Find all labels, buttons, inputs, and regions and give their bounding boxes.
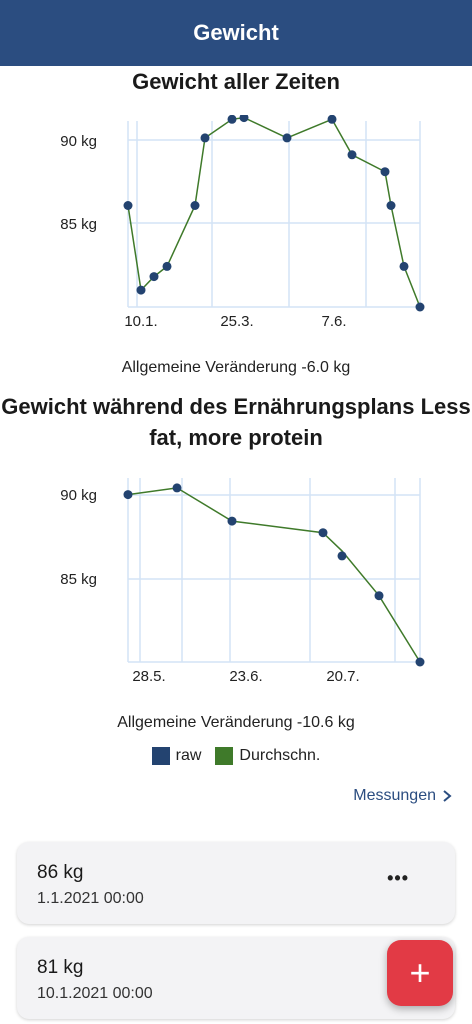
raw-point (123, 201, 133, 210)
chart2-ytick-90: 90 kg (60, 487, 97, 504)
legend-raw-swatch (151, 747, 170, 765)
chart2-title: Gewicht während des Ernährungsplans Less… (0, 391, 472, 453)
chart2-avg-line (127, 487, 421, 663)
chart1-summary: Allgemeine Veränderung -6.0 kg (121, 359, 351, 376)
chart2-summary: Allgemeine Veränderung -10.6 kg (117, 714, 355, 731)
chart1-xtick-1: 10.1. (124, 313, 157, 330)
entry-date: 10.1.2021 00:00 (37, 985, 153, 1002)
raw-point (149, 272, 159, 282)
chart1-avg-line (127, 116, 421, 308)
chevron-right-icon (443, 790, 452, 802)
chart1-xtick-2: 25.3. (220, 313, 253, 330)
legend-avg-label: Durchschn. (239, 747, 321, 764)
add-entry-button[interactable]: + (387, 940, 453, 1006)
legend-raw: raw (151, 747, 202, 765)
chart1-grid (127, 121, 421, 308)
chart2-title-line2: fat, more protein (149, 425, 323, 450)
raw-point (399, 261, 409, 271)
app-bar: Gewicht (0, 0, 472, 66)
measurements-link[interactable]: Messungen (353, 787, 452, 805)
raw-point (347, 150, 357, 160)
entry-card[interactable]: 86 kg 1.1.2021 00:00 ••• (17, 842, 455, 924)
chart1-x-axis: 10.1. 25.3. 7.6. (124, 313, 346, 330)
raw-point (123, 490, 133, 500)
chart1-xtick-3: 7.6. (321, 313, 346, 330)
chart2-title-line1: Gewicht während des Ernährungsplans Less (1, 394, 471, 419)
entry-weight: 86 kg (37, 862, 84, 883)
chart1-ytick-90: 90 kg (60, 133, 97, 150)
legend-avg-swatch (215, 747, 234, 765)
entry-weight: 81 kg (37, 957, 84, 978)
raw-point (190, 201, 200, 210)
raw-point (374, 591, 384, 601)
raw-point (282, 133, 292, 143)
chart2-raw-points (123, 483, 425, 667)
raw-point (172, 483, 182, 493)
raw-point (227, 516, 237, 526)
legend-avg: Durchschn. (215, 747, 320, 765)
raw-point (227, 115, 237, 124)
plus-icon: + (409, 952, 431, 993)
raw-point (327, 115, 337, 124)
chart-all-time: 90 kg 85 kg (60, 115, 425, 312)
raw-point (337, 551, 347, 561)
chart1-ytick-85: 85 kg (60, 216, 97, 233)
chart2-xtick-1: 28.5. (132, 668, 165, 685)
chart2-xtick-2: 23.6. (229, 668, 262, 685)
raw-point (200, 133, 210, 143)
chart-legend: raw Durchschn. (0, 747, 472, 765)
raw-point (318, 528, 328, 538)
entry-date: 1.1.2021 00:00 (37, 890, 144, 907)
more-options-icon[interactable]: ••• (387, 868, 409, 888)
chart2-xtick-3: 20.7. (326, 668, 359, 685)
chart2-grid (127, 478, 421, 663)
chart2-ytick-85: 85 kg (60, 571, 97, 588)
raw-point (162, 261, 172, 271)
raw-point (415, 302, 425, 312)
legend-raw-label: raw (175, 747, 202, 764)
raw-point (239, 115, 249, 123)
raw-point (380, 167, 390, 177)
measurements-link-label: Messungen (353, 787, 436, 804)
chart-diet-plan: 90 kg 85 kg (60, 478, 425, 667)
chart1-raw-points (123, 115, 425, 312)
chart1-title: Gewicht aller Zeiten (132, 69, 340, 94)
page-title: Gewicht (193, 20, 279, 45)
chart2-x-axis: 28.5. 23.6. 20.7. (132, 668, 359, 685)
raw-point (415, 657, 425, 667)
raw-point (136, 285, 146, 295)
raw-point (386, 201, 396, 210)
entry-card[interactable]: 81 kg 10.1.2021 00:00 (17, 937, 455, 1019)
